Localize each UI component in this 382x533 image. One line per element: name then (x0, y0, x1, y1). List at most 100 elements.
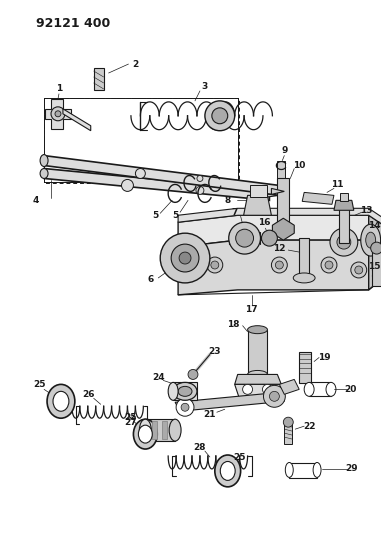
Circle shape (236, 229, 254, 247)
Circle shape (160, 233, 210, 283)
Text: 1: 1 (56, 84, 62, 93)
Circle shape (262, 384, 272, 394)
Bar (309, 382, 331, 397)
Text: 12: 12 (273, 244, 286, 253)
Bar (173, 382, 197, 400)
Text: 92121 400: 92121 400 (36, 17, 110, 30)
Polygon shape (235, 375, 281, 384)
Text: 27: 27 (124, 418, 137, 427)
Polygon shape (334, 200, 354, 211)
Text: 29: 29 (345, 464, 358, 473)
Ellipse shape (215, 455, 241, 487)
Ellipse shape (138, 425, 152, 443)
Ellipse shape (248, 326, 267, 334)
Bar (44, 98, 238, 182)
Circle shape (181, 403, 189, 411)
Circle shape (264, 385, 285, 407)
Circle shape (212, 108, 228, 124)
Ellipse shape (168, 382, 178, 400)
Ellipse shape (53, 391, 69, 411)
Text: 14: 14 (368, 221, 380, 230)
Text: 13: 13 (361, 206, 373, 215)
Polygon shape (44, 156, 279, 196)
Ellipse shape (178, 386, 192, 397)
Bar (152, 421, 157, 439)
Polygon shape (63, 109, 91, 131)
Circle shape (176, 398, 194, 416)
Text: 21: 21 (204, 410, 216, 419)
Bar (289, 463, 317, 478)
Polygon shape (178, 208, 382, 225)
Circle shape (229, 222, 261, 254)
Circle shape (196, 187, 204, 195)
Bar (44, 98, 239, 183)
Circle shape (337, 235, 351, 249)
Circle shape (351, 262, 367, 278)
Circle shape (188, 369, 198, 379)
Bar (339, 205, 349, 243)
Circle shape (243, 384, 253, 394)
Text: 15: 15 (368, 262, 380, 271)
Polygon shape (272, 218, 294, 240)
Ellipse shape (40, 168, 48, 179)
Ellipse shape (361, 224, 380, 256)
Circle shape (283, 417, 293, 427)
Circle shape (207, 257, 223, 273)
Polygon shape (271, 188, 284, 195)
Polygon shape (235, 384, 281, 399)
Circle shape (325, 261, 333, 269)
Polygon shape (302, 192, 334, 204)
Text: 22: 22 (303, 422, 316, 431)
Circle shape (271, 257, 287, 273)
Polygon shape (178, 240, 369, 295)
Text: 3: 3 (202, 83, 208, 92)
Circle shape (171, 244, 199, 272)
Bar (44, 98, 238, 182)
Ellipse shape (169, 419, 181, 441)
Circle shape (355, 266, 363, 274)
Bar (299, 352, 311, 383)
Polygon shape (45, 99, 71, 129)
Ellipse shape (366, 232, 376, 248)
Polygon shape (279, 379, 299, 394)
Text: 11: 11 (331, 180, 343, 189)
Text: 10: 10 (293, 161, 305, 170)
Circle shape (51, 107, 65, 121)
Ellipse shape (248, 370, 267, 378)
Polygon shape (264, 193, 279, 197)
Text: 25: 25 (33, 380, 45, 389)
Ellipse shape (173, 382, 197, 400)
Circle shape (135, 168, 145, 179)
Ellipse shape (139, 419, 151, 441)
Text: 7: 7 (231, 208, 238, 217)
Polygon shape (178, 215, 369, 247)
Bar (249, 185, 267, 197)
Circle shape (121, 180, 133, 191)
Ellipse shape (220, 462, 235, 480)
Text: 24: 24 (152, 373, 165, 382)
Text: 25: 25 (124, 413, 137, 422)
Text: 25: 25 (233, 453, 246, 462)
Bar (277, 179, 289, 233)
Text: 23: 23 (209, 347, 221, 356)
Circle shape (371, 242, 382, 254)
Ellipse shape (40, 155, 48, 166)
Bar (284, 422, 292, 444)
Bar (94, 68, 104, 90)
Text: 17: 17 (245, 305, 258, 314)
Ellipse shape (293, 273, 315, 283)
Ellipse shape (304, 382, 314, 397)
Text: 18: 18 (227, 320, 240, 329)
Circle shape (211, 261, 219, 269)
Ellipse shape (133, 419, 157, 449)
Circle shape (55, 111, 61, 117)
Ellipse shape (326, 382, 336, 397)
Polygon shape (175, 392, 284, 411)
Text: 5: 5 (152, 211, 159, 220)
Text: 19: 19 (318, 353, 330, 362)
Polygon shape (44, 168, 269, 200)
Bar (162, 421, 167, 439)
Ellipse shape (313, 463, 321, 478)
Circle shape (179, 252, 191, 264)
Text: 9: 9 (281, 146, 288, 155)
